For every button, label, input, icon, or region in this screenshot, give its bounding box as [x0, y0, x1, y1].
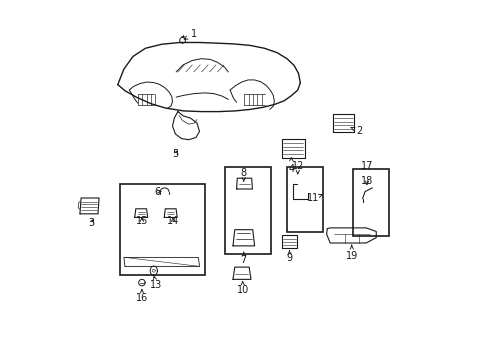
Text: 6: 6: [154, 186, 161, 197]
Text: 8: 8: [240, 168, 246, 181]
Text: 16: 16: [136, 290, 148, 303]
Text: 1: 1: [184, 29, 197, 39]
Text: 4: 4: [287, 158, 294, 174]
Text: 17: 17: [360, 161, 372, 171]
Text: 13: 13: [150, 276, 162, 290]
Text: 2: 2: [350, 126, 362, 136]
Bar: [352, 169, 387, 236]
Text: 5: 5: [172, 149, 178, 159]
Text: 15: 15: [136, 216, 148, 226]
Bar: [286, 167, 322, 232]
Text: 10: 10: [236, 282, 248, 295]
Text: 12: 12: [291, 161, 304, 174]
Bar: [120, 184, 204, 275]
Text: 11: 11: [306, 193, 322, 203]
Text: 7: 7: [240, 252, 246, 265]
Text: 18: 18: [360, 176, 372, 186]
Text: 3: 3: [88, 218, 94, 228]
Text: 19: 19: [345, 245, 357, 261]
Bar: [224, 167, 271, 254]
Text: 14: 14: [167, 216, 179, 226]
Text: 9: 9: [286, 250, 292, 263]
